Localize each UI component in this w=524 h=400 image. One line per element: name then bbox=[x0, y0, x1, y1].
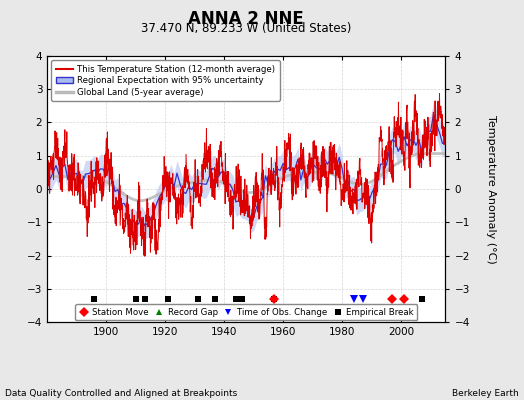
Text: 37.470 N, 89.233 W (United States): 37.470 N, 89.233 W (United States) bbox=[141, 22, 352, 35]
Text: Data Quality Controlled and Aligned at Breakpoints: Data Quality Controlled and Aligned at B… bbox=[5, 389, 237, 398]
Y-axis label: Temperature Anomaly (°C): Temperature Anomaly (°C) bbox=[486, 115, 496, 263]
Text: Berkeley Earth: Berkeley Earth bbox=[452, 389, 519, 398]
Text: ANNA 2 NNE: ANNA 2 NNE bbox=[189, 10, 304, 28]
Legend: Station Move, Record Gap, Time of Obs. Change, Empirical Break: Station Move, Record Gap, Time of Obs. C… bbox=[75, 304, 417, 320]
